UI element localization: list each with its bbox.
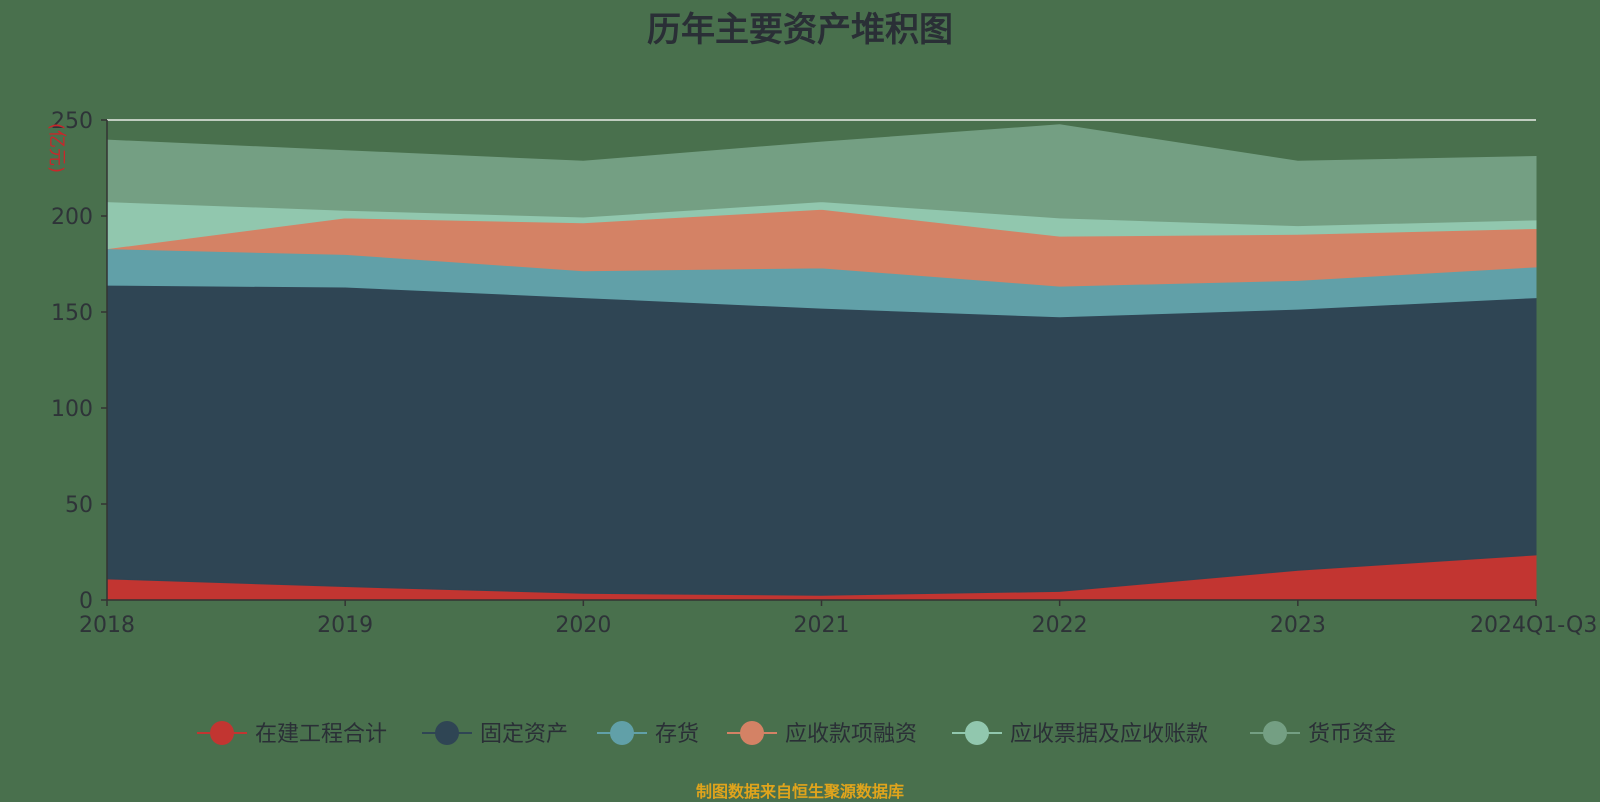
y-tick-labels: 0 50 100 150 200 250: [51, 109, 93, 614]
legend-marker: [610, 721, 634, 745]
legend-label: 应收票据及应收账款: [1010, 722, 1208, 747]
series-area-5: [106, 124, 1537, 227]
source-note: 制图数据来自恒生聚源数据库: [695, 782, 904, 801]
x-tick-labels: 2018 2019 2020 2021 2022 2023 2024Q1-Q3: [79, 613, 1597, 638]
legend-label: 固定资产: [480, 722, 568, 747]
legend-item-5[interactable]: 货币资金: [1250, 721, 1396, 747]
y-tick-label: 150: [51, 301, 93, 326]
legend-marker: [210, 721, 234, 745]
y-tick-label: 100: [51, 397, 93, 422]
x-tick-label: 2023: [1270, 613, 1326, 638]
y-tick-label: 250: [51, 109, 93, 134]
legend-label: 应收款项融资: [785, 722, 917, 747]
legend-marker: [965, 721, 989, 745]
legend-marker: [435, 721, 459, 745]
legend: 在建工程合计 固定资产 存货 应收款项融资 应收票据及应收账款 货币资金: [197, 721, 1396, 747]
series-area-1: [106, 284, 1537, 596]
x-tick-label: 2020: [555, 613, 611, 638]
legend-marker: [1263, 721, 1287, 745]
legend-item-0[interactable]: 在建工程合计: [197, 721, 387, 747]
legend-item-4[interactable]: 应收票据及应收账款: [952, 721, 1208, 747]
x-tick-label: 2018: [79, 613, 135, 638]
series-areas: [106, 124, 1537, 601]
x-tick-label: 2022: [1032, 613, 1088, 638]
legend-item-3[interactable]: 应收款项融资: [727, 721, 917, 747]
x-tick-label: 2021: [794, 613, 850, 638]
legend-label: 货币资金: [1308, 722, 1396, 747]
legend-marker: [740, 721, 764, 745]
y-axis-unit-label: (亿元): [46, 123, 67, 173]
axes: [101, 119, 1537, 606]
legend-item-1[interactable]: 固定资产: [422, 721, 568, 747]
legend-item-2[interactable]: 存货: [597, 721, 699, 747]
chart-title: 历年主要资产堆积图: [647, 10, 953, 50]
y-tick-label: 0: [79, 589, 93, 614]
y-tick-label: 50: [65, 493, 93, 518]
legend-label: 在建工程合计: [255, 722, 387, 747]
y-tick-label: 200: [51, 205, 93, 230]
x-tick-label: 2019: [317, 613, 373, 638]
x-tick-label: 2024Q1-Q3: [1470, 613, 1597, 638]
legend-label: 存货: [655, 722, 699, 747]
